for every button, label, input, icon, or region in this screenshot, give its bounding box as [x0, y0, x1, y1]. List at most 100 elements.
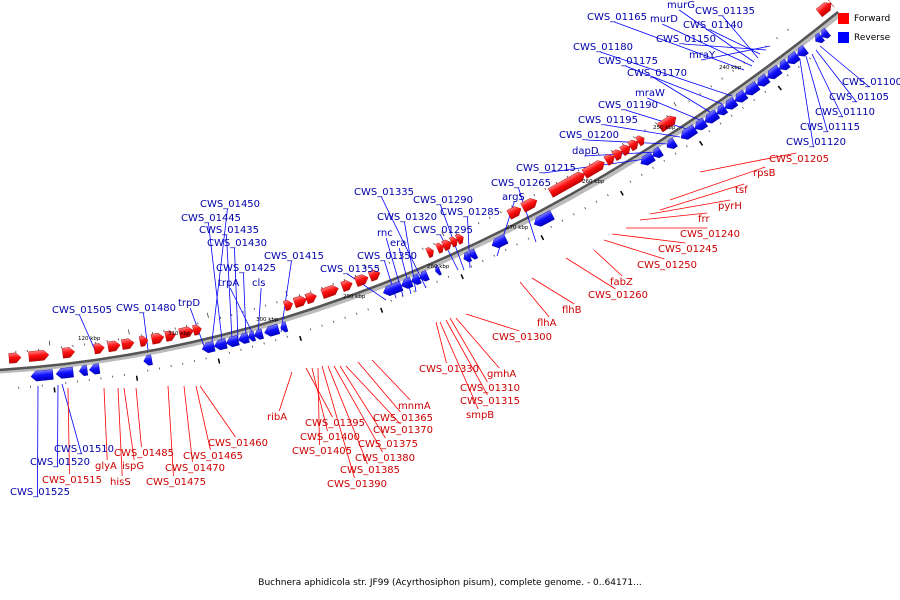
tick-mark [228, 351, 230, 354]
tick-mark [544, 188, 547, 191]
leader-line [226, 234, 233, 340]
leader-line [199, 385, 236, 438]
reverse-gene-label: CWS_01285 [440, 207, 500, 218]
leader-line [722, 15, 759, 59]
forward-gene [61, 347, 75, 359]
reverse-gene [757, 73, 771, 87]
reverse-gene [238, 332, 250, 344]
tick-mark [688, 100, 691, 103]
forward-gene [656, 115, 677, 133]
tick-mark [610, 149, 613, 152]
reverse-gene-label: CWS_01480 [116, 303, 176, 314]
forward-gene [603, 154, 615, 166]
reverse-gene [779, 58, 791, 71]
reverse-gene [680, 124, 699, 140]
reverse-gene [401, 276, 414, 289]
reverse-gene-label: CWS_01505 [52, 305, 112, 316]
tick-label: 300 kbp [256, 317, 279, 323]
tick-mark [719, 122, 722, 125]
leader-line [357, 361, 401, 413]
tick-mark [629, 180, 632, 183]
tick-mark [606, 194, 609, 197]
forward-gene [93, 343, 105, 355]
leader-line [280, 260, 292, 333]
tick-mark [433, 242, 435, 245]
tick-mark [344, 316, 346, 319]
reverse-gene [78, 365, 89, 376]
forward-gene-label: CWS_01330 [419, 364, 479, 375]
leader-line [143, 312, 149, 351]
leader-line [37, 385, 39, 498]
reverse-gene-label: CWS_01195 [578, 115, 638, 126]
forward-gene [520, 198, 538, 213]
forward-gene [425, 247, 434, 259]
forward-gene-label: CWS_01515 [42, 475, 102, 486]
tick-mark [764, 90, 767, 93]
tick-mark [500, 211, 502, 214]
leader-line [518, 187, 537, 243]
forward-gene [354, 274, 369, 287]
forward-gene-label: smpB [466, 410, 494, 421]
leader-line [371, 359, 411, 401]
tick-mark [777, 85, 782, 91]
tick-mark [527, 237, 530, 240]
tick-mark [566, 175, 569, 178]
leader-line [317, 367, 320, 446]
leader-line [519, 281, 550, 318]
reverse-gene-label: CWS_01140 [683, 20, 743, 31]
tick-mark [640, 173, 643, 176]
reverse-gene [143, 354, 153, 366]
tick-mark [493, 254, 496, 257]
map-caption: Buchnera aphidicola str. JF99 (Acyrthosi… [258, 578, 642, 588]
leader-line [647, 97, 701, 121]
forward-gene-label: CWS_01400 [300, 432, 360, 443]
tick-mark [809, 57, 811, 60]
tick-mark [441, 231, 445, 237]
reverse-swatch [838, 32, 849, 43]
tick-mark [685, 145, 688, 148]
tick-mark [399, 257, 402, 260]
forward-gene [8, 352, 22, 364]
forward-gene-label: CWS_01245 [658, 244, 718, 255]
leader-line [257, 287, 262, 337]
tick-mark [633, 136, 635, 139]
leader-line [347, 273, 387, 301]
forward-gene [611, 149, 623, 161]
backbone-shadow [0, 12, 842, 374]
reverse-gene-label: CWS_01175 [598, 56, 658, 67]
leader-line [61, 383, 82, 455]
reverse-gene [652, 146, 664, 159]
reverse-gene-label: CWS_01355 [320, 264, 380, 275]
leader-line [381, 196, 427, 289]
tick-mark [309, 328, 312, 331]
reverse-gene [724, 96, 739, 110]
reverse-gene-label: cls [252, 278, 266, 289]
forward-gene [367, 269, 381, 282]
tick-mark [275, 339, 277, 342]
tick-mark [504, 249, 507, 252]
tick-mark [516, 243, 518, 246]
leader-line [659, 183, 745, 211]
tick-mark [321, 324, 323, 327]
leader-line [654, 77, 711, 113]
reverse-gene-label: CWS_01445 [181, 213, 241, 224]
tick-mark [588, 162, 591, 166]
reverse-gene-label: CWS_01335 [354, 187, 414, 198]
forward-gene [28, 350, 50, 362]
tick-mark [447, 275, 450, 278]
leader-line [305, 367, 333, 418]
forward-gene-label: CWS_01385 [340, 465, 400, 476]
leader-line [234, 247, 239, 340]
forward-gene [304, 292, 317, 305]
tick-mark [742, 106, 744, 109]
forward-gene-label: CWS_01405 [292, 446, 352, 457]
tick-mark [240, 348, 242, 351]
tick-mark [482, 260, 484, 263]
leader-line [531, 277, 575, 305]
reverse-gene-label: CWS_01415 [264, 251, 324, 262]
tick-mark [644, 129, 646, 132]
legend-item-forward: Forward [838, 9, 890, 28]
forward-gene-label: ispG [122, 461, 144, 472]
reverse-gene-label: CWS_01295 [413, 225, 473, 236]
reverse-gene-label: murD [650, 14, 678, 25]
